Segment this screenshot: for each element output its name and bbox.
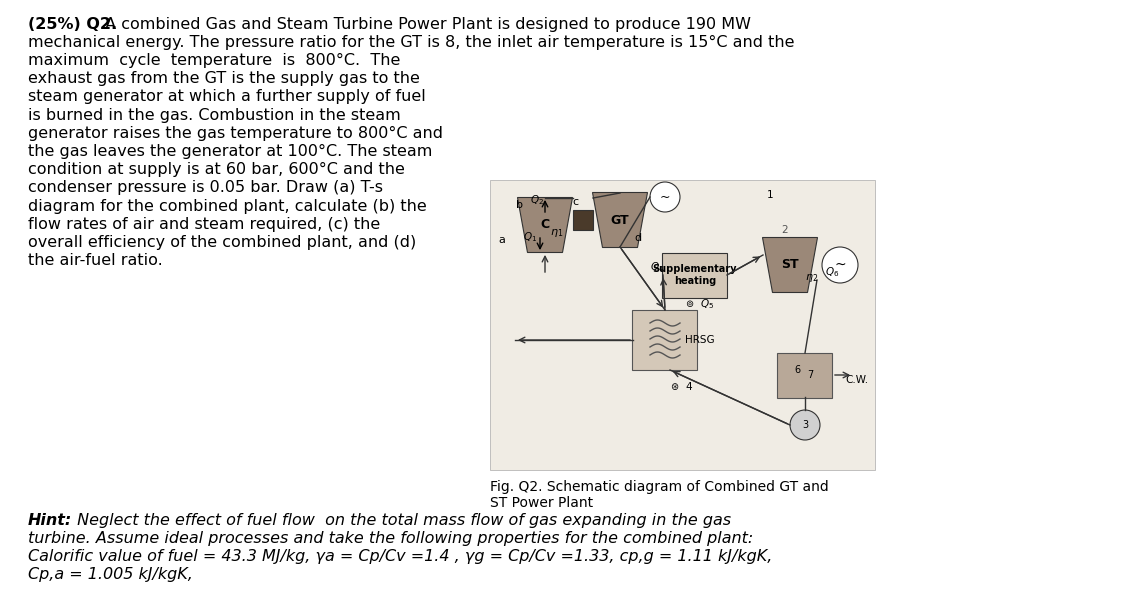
Text: is burned in the gas. Combustion in the steam: is burned in the gas. Combustion in the … — [27, 107, 400, 123]
Text: generator raises the gas temperature to 800°C and: generator raises the gas temperature to … — [27, 126, 443, 141]
Text: overall efficiency of the combined plant, and (d): overall efficiency of the combined plant… — [27, 235, 416, 250]
Text: d: d — [635, 233, 642, 243]
Text: A combined Gas and Steam Turbine Power Plant is designed to produce 190 MW: A combined Gas and Steam Turbine Power P… — [100, 17, 750, 32]
Text: ST: ST — [781, 259, 799, 271]
Polygon shape — [593, 193, 648, 248]
Text: maximum  cycle  temperature  is  800°C.  The: maximum cycle temperature is 800°C. The — [27, 53, 400, 68]
Text: 3: 3 — [802, 420, 808, 430]
Text: mechanical energy. The pressure ratio for the GT is 8, the inlet air temperature: mechanical energy. The pressure ratio fo… — [27, 35, 794, 50]
Text: $Q_2$: $Q_2$ — [530, 193, 545, 207]
Text: Calorific value of fuel = 43.3 MJ/kg, γa = Cp/Cv =1.4 , γg = Cp/Cv =1.33, cp,g =: Calorific value of fuel = 43.3 MJ/kg, γa… — [27, 549, 772, 564]
Bar — [633, 310, 698, 370]
Text: steam generator at which a further supply of fuel: steam generator at which a further suppl… — [27, 90, 426, 104]
Text: Cp,a = 1.005 kJ/kgK,: Cp,a = 1.005 kJ/kgK, — [27, 567, 193, 582]
Text: HRSG: HRSG — [685, 335, 715, 345]
Text: 7: 7 — [807, 370, 813, 380]
Text: ~: ~ — [834, 258, 845, 272]
Text: $Q_5$: $Q_5$ — [700, 297, 714, 311]
Text: (25%) Q2.: (25%) Q2. — [27, 17, 117, 32]
Text: GT: GT — [611, 214, 629, 226]
Text: $\eta_1$: $\eta_1$ — [550, 227, 563, 239]
Circle shape — [650, 182, 680, 212]
Text: C: C — [540, 218, 549, 232]
Text: $Q_4$: $Q_4$ — [650, 260, 665, 274]
Polygon shape — [763, 237, 818, 293]
Text: $Q_1$: $Q_1$ — [523, 230, 538, 244]
Text: $\circledast$: $\circledast$ — [670, 381, 680, 392]
Text: Fig. Q2. Schematic diagram of Combined GT and: Fig. Q2. Schematic diagram of Combined G… — [490, 480, 828, 494]
Text: condition at supply is at 60 bar, 600°C and the: condition at supply is at 60 bar, 600°C … — [27, 162, 405, 178]
Text: Neglect the effect of fuel flow  on the total mass flow of gas expanding in the : Neglect the effect of fuel flow on the t… — [72, 513, 731, 528]
Bar — [662, 253, 728, 298]
Text: condenser pressure is 0.05 bar. Draw (a) T-s: condenser pressure is 0.05 bar. Draw (a)… — [27, 181, 383, 195]
Text: Hint:: Hint: — [27, 513, 72, 528]
Text: 4: 4 — [685, 382, 692, 392]
Text: $Q_6$: $Q_6$ — [825, 265, 840, 279]
Text: the air-fuel ratio.: the air-fuel ratio. — [27, 253, 162, 268]
Text: 1: 1 — [766, 190, 773, 200]
Polygon shape — [517, 198, 572, 253]
Text: 2: 2 — [781, 225, 788, 235]
Text: diagram for the combined plant, calculate (b) the: diagram for the combined plant, calculat… — [27, 199, 427, 214]
Bar — [490, 180, 875, 470]
Text: ~: ~ — [660, 190, 670, 204]
Text: flow rates of air and steam required, (c) the: flow rates of air and steam required, (c… — [27, 217, 380, 232]
Text: b: b — [516, 200, 524, 210]
Circle shape — [823, 247, 858, 283]
Text: $\circledcirc$: $\circledcirc$ — [685, 298, 694, 309]
Text: turbine. Assume ideal processes and take the following properties for the combin: turbine. Assume ideal processes and take… — [27, 531, 753, 546]
Text: a: a — [499, 235, 506, 245]
Circle shape — [791, 410, 820, 440]
Text: Supplementary
heating: Supplementary heating — [653, 264, 737, 286]
Text: ST Power Plant: ST Power Plant — [490, 496, 593, 510]
Text: $\eta_2$: $\eta_2$ — [805, 272, 818, 284]
Text: c: c — [572, 197, 578, 207]
Text: 6: 6 — [794, 365, 800, 375]
Text: C.W.: C.W. — [845, 375, 868, 385]
Bar — [778, 353, 833, 398]
Bar — [573, 210, 593, 230]
Text: exhaust gas from the GT is the supply gas to the: exhaust gas from the GT is the supply ga… — [27, 71, 420, 86]
Text: the gas leaves the generator at 100°C. The steam: the gas leaves the generator at 100°C. T… — [27, 144, 432, 159]
